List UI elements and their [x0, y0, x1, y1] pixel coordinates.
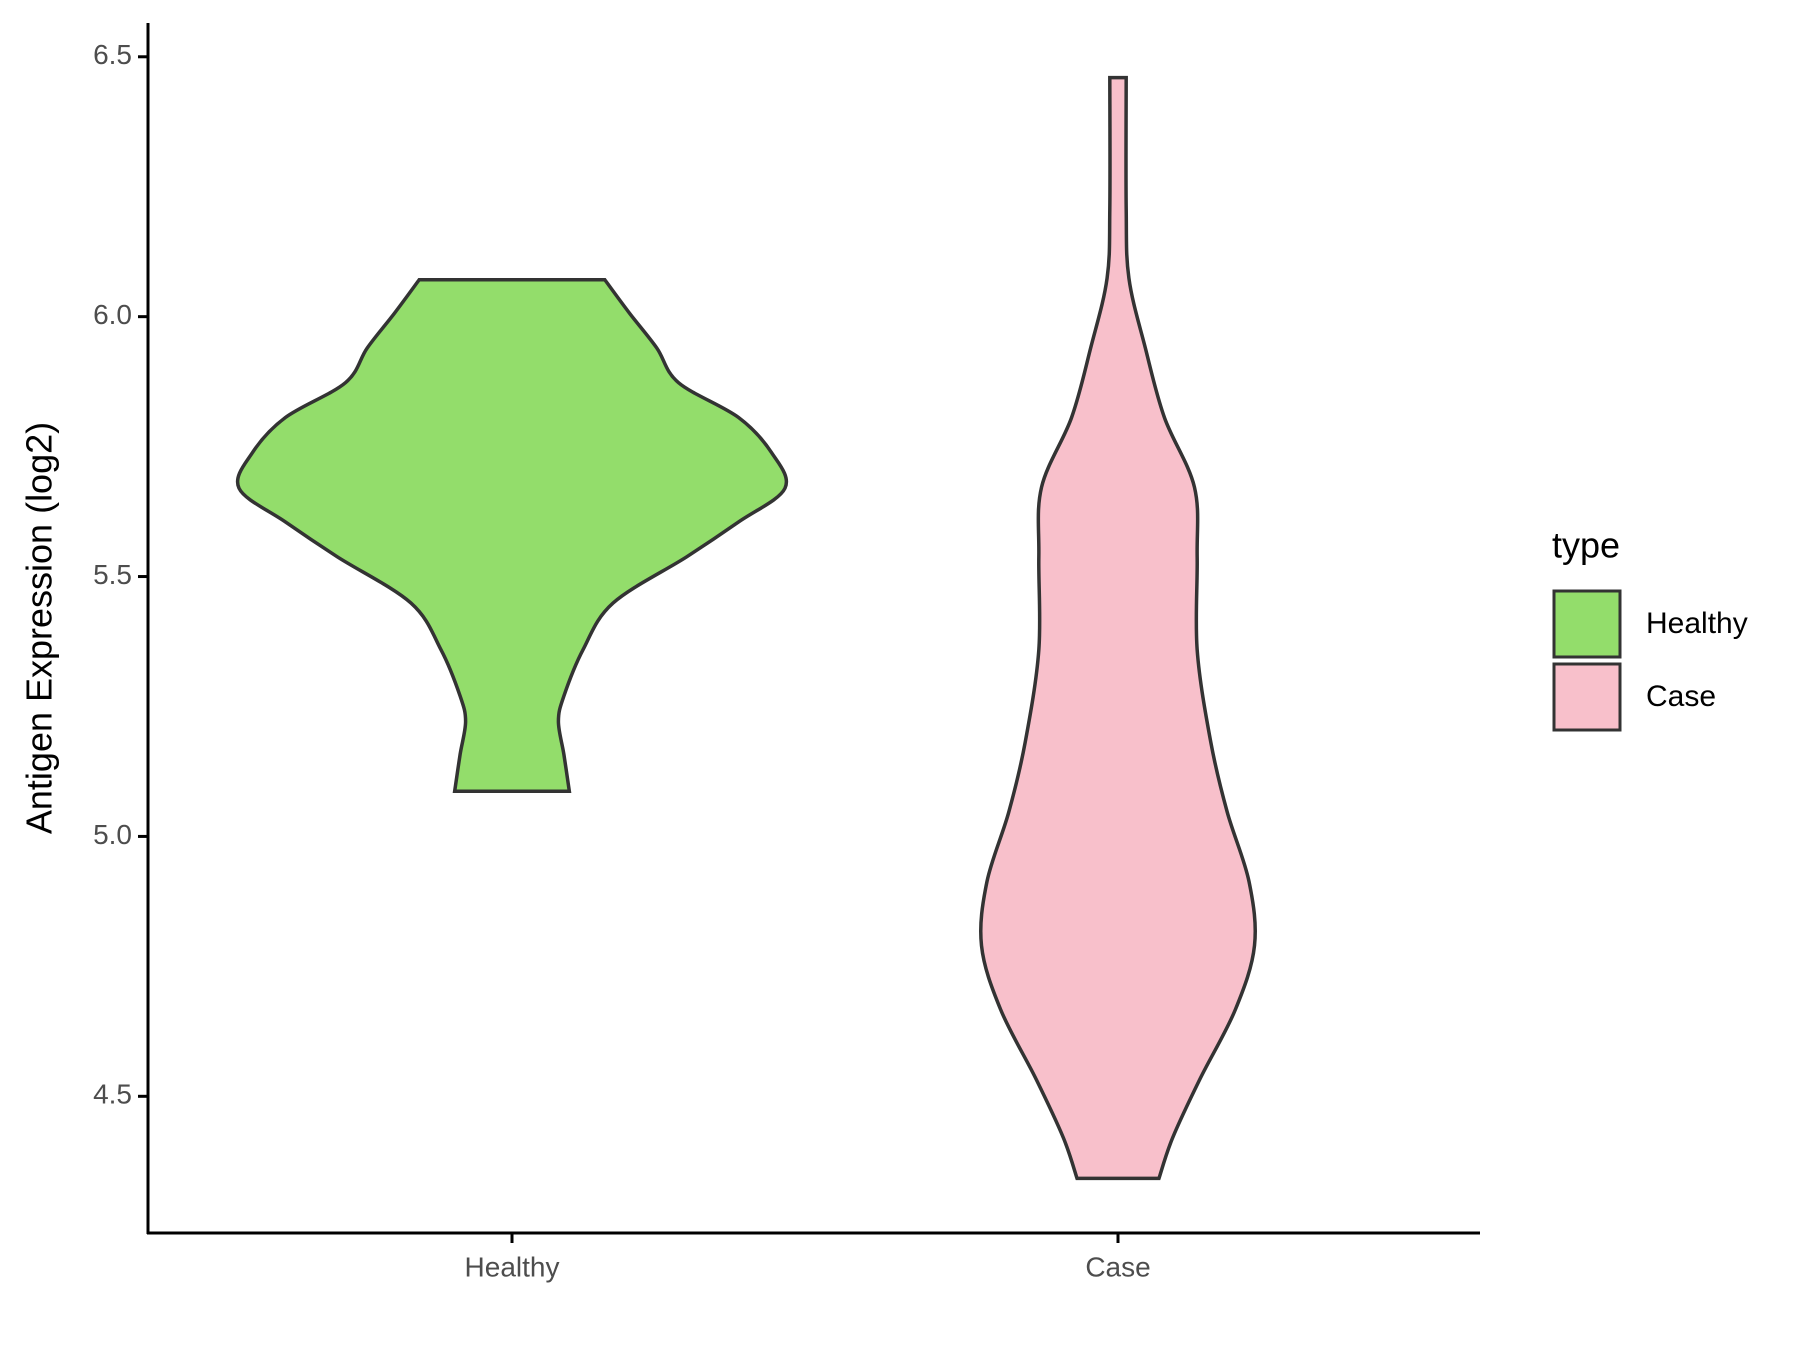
legend-title: type — [1552, 525, 1620, 566]
y-tick-label: 5.0 — [93, 819, 132, 850]
legend-swatch — [1552, 662, 1622, 732]
legend-swatch — [1552, 589, 1622, 659]
y-tick-label: 5.5 — [93, 559, 132, 590]
violin — [978, 75, 1258, 1181]
y-tick-label: 6.5 — [93, 39, 132, 70]
y-tick-label: 4.5 — [93, 1079, 132, 1110]
y-tick-label: 6.0 — [93, 299, 132, 330]
y-axis-title: Antigen Expression (log2) — [19, 422, 60, 834]
x-tick-label: Case — [1085, 1251, 1150, 1282]
legend-label: Healthy — [1646, 607, 1748, 640]
legend-label: Case — [1646, 680, 1716, 713]
x-tick-label: Healthy — [465, 1251, 560, 1282]
violin — [235, 278, 789, 793]
